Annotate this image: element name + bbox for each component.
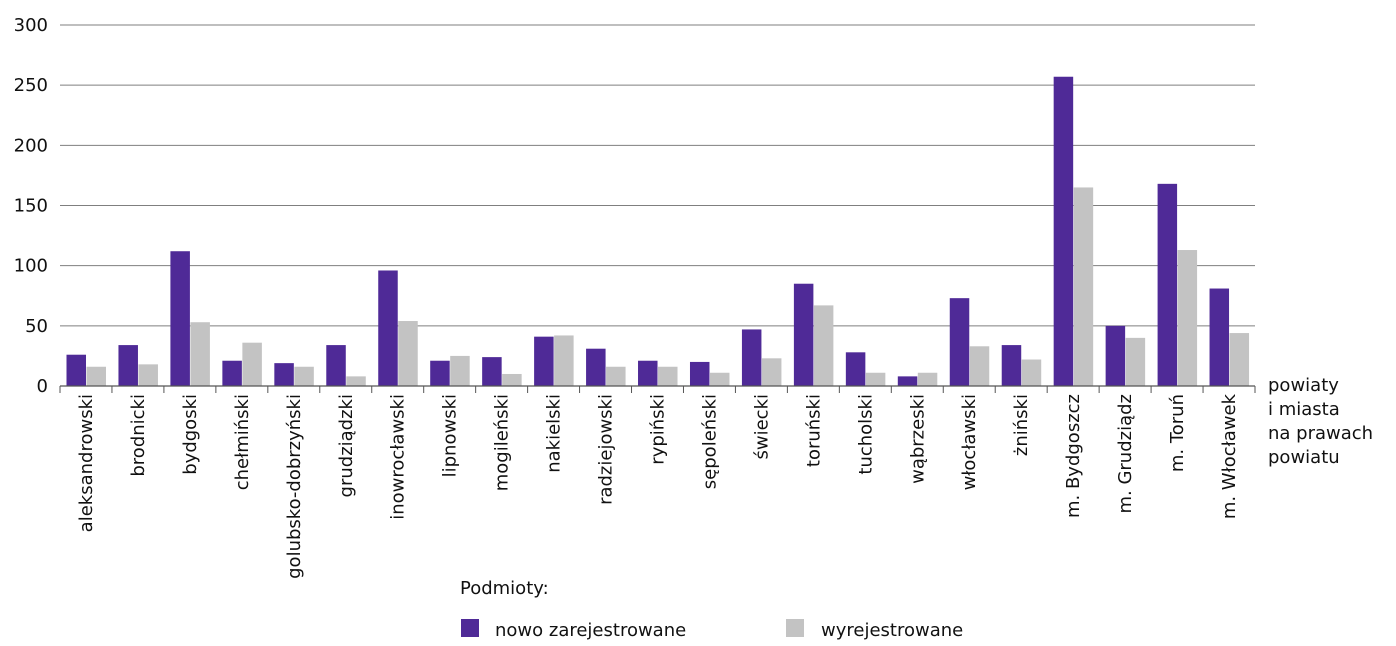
y-tick-label: 200: [14, 135, 48, 156]
x-category-label: nakielski: [544, 394, 565, 473]
bar-nowo-zarejestrowane: [170, 251, 190, 386]
x-category-label: m. Bydgoszcz: [1063, 394, 1084, 518]
y-tick-label: 150: [14, 196, 48, 217]
bar-nowo-zarejestrowane: [1209, 288, 1230, 386]
bar-nowo-zarejestrowane: [586, 348, 606, 386]
x-category-label: m. Grudziądz: [1115, 394, 1136, 514]
y-tick-label: 250: [14, 75, 48, 96]
x-category-label: wąbrzeski: [907, 394, 928, 484]
x-category-label: m. Toruń: [1167, 394, 1188, 472]
y-tick-label: 0: [37, 376, 48, 397]
legend: Podmioty: nowo zarejestrowane wyrejestro…: [460, 578, 963, 641]
x-category-label: żniński: [1011, 394, 1032, 456]
bar-wyrejestrowane: [190, 322, 210, 386]
x-category-label: tucholski: [855, 394, 876, 475]
y-tick-label: 300: [14, 15, 48, 36]
bar-nowo-zarejestrowane: [1053, 76, 1074, 387]
bar-wyrejestrowane: [969, 346, 990, 386]
x-axis-title-line: powiaty: [1268, 375, 1339, 396]
bar-wyrejestrowane: [398, 321, 418, 386]
bar-wyrejestrowane: [813, 305, 834, 386]
bar-wyrejestrowane: [86, 366, 106, 386]
x-category-label: sępoleński: [699, 394, 720, 489]
bar-nowo-zarejestrowane: [430, 360, 450, 386]
bar-nowo-zarejestrowane: [482, 357, 502, 386]
bar-wyrejestrowane: [658, 366, 678, 386]
legend-swatch-new: [461, 619, 479, 637]
bar-wyrejestrowane: [502, 373, 522, 386]
x-category-label: świecki: [751, 394, 772, 460]
bar-wyrejestrowane: [450, 355, 470, 386]
legend-swatch-removed: [786, 619, 804, 637]
bar-wyrejestrowane: [865, 372, 886, 386]
bar-nowo-zarejestrowane: [689, 361, 710, 386]
legend-title: Podmioty:: [460, 578, 549, 599]
bar-wyrejestrowane: [917, 372, 938, 386]
bar-nowo-zarejestrowane: [274, 363, 294, 386]
bars: [66, 76, 1250, 387]
y-axis-tick-labels: 0 50 100 150 200 250 300: [14, 15, 48, 397]
x-category-label: radziejowski: [596, 394, 617, 505]
x-category-label: m. Włocławek: [1219, 393, 1240, 519]
x-category-label: włocławski: [959, 394, 980, 490]
bar-nowo-zarejestrowane: [222, 360, 242, 386]
bar-nowo-zarejestrowane: [741, 329, 762, 386]
bar-nowo-zarejestrowane: [949, 298, 970, 386]
x-category-label: rypiński: [648, 394, 669, 465]
bar-wyrejestrowane: [606, 366, 626, 386]
x-category-label: toruński: [803, 394, 824, 467]
bar-nowo-zarejestrowane: [118, 345, 138, 386]
bar-wyrejestrowane: [346, 376, 366, 386]
bar-nowo-zarejestrowane: [1105, 325, 1126, 386]
legend-label-removed: wyrejestrowane: [821, 620, 963, 641]
bar-wyrejestrowane: [1229, 333, 1250, 386]
legend-label-new: nowo zarejestrowane: [495, 620, 686, 641]
bar-wyrejestrowane: [138, 364, 158, 386]
bar-wyrejestrowane: [1073, 187, 1094, 386]
bar-wyrejestrowane: [1021, 359, 1042, 386]
bar-wyrejestrowane: [242, 342, 262, 386]
y-tick-label: 50: [25, 316, 48, 337]
x-category-label: inowrocławski: [388, 394, 409, 520]
bar-nowo-zarejestrowane: [1157, 183, 1178, 386]
bar-nowo-zarejestrowane: [845, 352, 866, 386]
bar-nowo-zarejestrowane: [378, 270, 398, 386]
x-axis-title-line: powiatu: [1268, 447, 1340, 468]
bar-nowo-zarejestrowane: [793, 283, 814, 386]
x-category-label: mogileński: [492, 394, 513, 491]
x-axis-category-labels: aleksandrowski brodnicki bydgoski chełmińsk…: [76, 393, 1240, 578]
x-category-label: aleksandrowski: [76, 394, 97, 532]
x-axis-title: powiaty i miasta na prawach powiatu: [1268, 375, 1379, 468]
bar-nowo-zarejestrowane: [326, 345, 346, 386]
x-category-label: chełmiński: [232, 394, 253, 490]
y-tick-label: 100: [14, 256, 48, 277]
bar-wyrejestrowane: [709, 372, 730, 386]
x-category-label: golubsko-dobrzyński: [284, 394, 305, 579]
bar-wyrejestrowane: [294, 366, 314, 386]
x-category-label: bydgoski: [180, 394, 201, 475]
bar-nowo-zarejestrowane: [897, 376, 918, 386]
bar-nowo-zarejestrowane: [66, 354, 86, 386]
bar-nowo-zarejestrowane: [1001, 345, 1022, 386]
x-category-label: grudziądzki: [336, 394, 357, 497]
x-category-label: lipnowski: [440, 394, 461, 477]
x-axis-title-line: na prawach: [1268, 423, 1373, 444]
x-category-label: brodnicki: [128, 394, 149, 477]
bar-wyrejestrowane: [1125, 337, 1146, 386]
x-axis-title-line: i miasta: [1268, 399, 1340, 420]
x-axis: [59, 385, 1256, 393]
bar-wyrejestrowane: [554, 335, 574, 386]
bar-wyrejestrowane: [761, 358, 782, 386]
bar-nowo-zarejestrowane: [534, 336, 554, 386]
bar-wyrejestrowane: [1177, 250, 1198, 386]
bar-nowo-zarejestrowane: [638, 360, 658, 386]
